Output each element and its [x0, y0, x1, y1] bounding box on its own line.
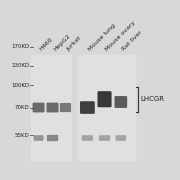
Text: 100KD: 100KD [11, 83, 30, 88]
FancyBboxPatch shape [80, 101, 95, 114]
Text: 55KD: 55KD [15, 133, 30, 138]
Text: 170KD: 170KD [11, 44, 30, 49]
Text: 130KD: 130KD [11, 64, 30, 68]
FancyBboxPatch shape [60, 103, 71, 112]
Text: H460: H460 [39, 37, 54, 52]
Text: Mouse ovary: Mouse ovary [105, 20, 136, 52]
Text: HepG2: HepG2 [53, 33, 71, 52]
FancyBboxPatch shape [98, 91, 112, 107]
Bar [31, 55, 136, 160]
FancyBboxPatch shape [114, 96, 127, 108]
Text: Jurkat: Jurkat [66, 35, 82, 52]
FancyBboxPatch shape [46, 103, 58, 112]
FancyBboxPatch shape [34, 135, 44, 141]
Text: 70KD: 70KD [15, 105, 30, 110]
Text: Rat liver: Rat liver [121, 30, 143, 52]
Bar [72, 55, 76, 160]
FancyBboxPatch shape [99, 135, 110, 141]
Text: Mouse lung: Mouse lung [87, 23, 116, 52]
FancyBboxPatch shape [116, 135, 126, 141]
FancyBboxPatch shape [33, 103, 44, 112]
FancyBboxPatch shape [82, 135, 93, 141]
Text: LHCGR: LHCGR [140, 96, 164, 102]
FancyBboxPatch shape [47, 135, 58, 141]
